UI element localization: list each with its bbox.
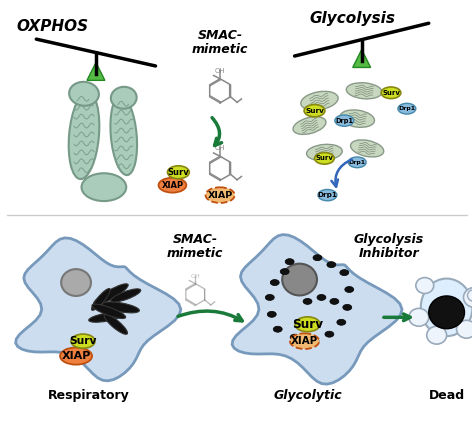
Text: mimetic: mimetic	[192, 43, 248, 56]
Ellipse shape	[351, 140, 384, 157]
Ellipse shape	[340, 110, 374, 127]
Text: XIAP: XIAP	[161, 181, 183, 190]
Text: Surv: Surv	[69, 336, 97, 346]
Ellipse shape	[295, 317, 320, 332]
Ellipse shape	[467, 290, 474, 301]
Ellipse shape	[293, 117, 326, 134]
Polygon shape	[16, 238, 181, 381]
Ellipse shape	[285, 259, 294, 265]
Ellipse shape	[280, 269, 289, 275]
Text: Surv: Surv	[382, 90, 400, 96]
Ellipse shape	[270, 279, 279, 285]
Ellipse shape	[427, 326, 447, 344]
Text: Surv: Surv	[292, 318, 323, 331]
Text: Drp1: Drp1	[335, 117, 353, 124]
Text: Respiratory: Respiratory	[48, 389, 130, 402]
Ellipse shape	[91, 289, 110, 310]
Ellipse shape	[60, 348, 92, 365]
Ellipse shape	[104, 314, 128, 334]
Ellipse shape	[206, 187, 235, 203]
Ellipse shape	[110, 96, 137, 175]
Text: Glycolytic: Glycolytic	[273, 389, 342, 402]
Ellipse shape	[421, 279, 473, 336]
Ellipse shape	[92, 304, 126, 318]
Ellipse shape	[464, 287, 474, 307]
Text: XIAP: XIAP	[291, 336, 318, 346]
Ellipse shape	[265, 294, 274, 301]
Ellipse shape	[111, 289, 141, 302]
Ellipse shape	[330, 298, 339, 304]
Ellipse shape	[71, 334, 95, 348]
Ellipse shape	[340, 270, 349, 276]
Ellipse shape	[61, 269, 91, 296]
Ellipse shape	[317, 294, 326, 301]
Text: mimetic: mimetic	[167, 247, 223, 260]
Text: Surv: Surv	[167, 168, 189, 177]
Ellipse shape	[429, 296, 465, 329]
Ellipse shape	[343, 304, 352, 310]
Ellipse shape	[325, 331, 334, 337]
Text: OH: OH	[215, 145, 225, 151]
Ellipse shape	[310, 338, 319, 344]
Ellipse shape	[89, 312, 123, 322]
Ellipse shape	[318, 190, 337, 201]
Ellipse shape	[381, 87, 401, 99]
Text: Drp1: Drp1	[318, 192, 337, 198]
Text: Glycolysis: Glycolysis	[354, 233, 424, 246]
Ellipse shape	[93, 284, 128, 305]
Text: Dead: Dead	[428, 389, 465, 402]
Ellipse shape	[315, 153, 334, 164]
Polygon shape	[232, 234, 402, 384]
Ellipse shape	[409, 308, 429, 326]
Ellipse shape	[348, 157, 366, 168]
Ellipse shape	[313, 255, 322, 261]
Text: Drp1: Drp1	[398, 106, 415, 111]
Ellipse shape	[345, 287, 354, 293]
Ellipse shape	[303, 298, 312, 304]
Ellipse shape	[267, 311, 276, 317]
Text: Glycolysis: Glycolysis	[310, 11, 395, 26]
Ellipse shape	[111, 87, 137, 109]
Ellipse shape	[307, 144, 342, 160]
Text: Surv: Surv	[305, 108, 324, 114]
Ellipse shape	[456, 320, 474, 338]
Ellipse shape	[273, 326, 282, 332]
Ellipse shape	[301, 91, 338, 110]
Ellipse shape	[69, 82, 99, 106]
Text: Drp1: Drp1	[349, 160, 366, 165]
Ellipse shape	[82, 173, 126, 201]
Ellipse shape	[337, 319, 346, 325]
Ellipse shape	[282, 264, 317, 296]
Ellipse shape	[158, 178, 186, 192]
Text: XIAP: XIAP	[61, 351, 91, 361]
Text: OH: OH	[215, 68, 225, 74]
Ellipse shape	[416, 278, 434, 293]
Ellipse shape	[398, 103, 416, 114]
Text: Surv: Surv	[316, 155, 333, 162]
Text: SMAC-: SMAC-	[173, 233, 218, 246]
Text: Inhibitor: Inhibitor	[359, 247, 419, 260]
Polygon shape	[353, 50, 371, 67]
Ellipse shape	[167, 166, 189, 179]
Ellipse shape	[327, 262, 336, 268]
Text: XIAP: XIAP	[208, 191, 233, 200]
Ellipse shape	[290, 334, 299, 340]
Text: OXPHOS: OXPHOS	[17, 19, 89, 34]
Ellipse shape	[102, 302, 139, 313]
Ellipse shape	[335, 115, 354, 126]
Ellipse shape	[69, 92, 100, 179]
Text: SMAC-: SMAC-	[198, 29, 243, 42]
Ellipse shape	[346, 83, 382, 99]
Ellipse shape	[304, 105, 325, 117]
Polygon shape	[87, 62, 105, 81]
Text: OH: OH	[191, 273, 200, 279]
Ellipse shape	[290, 333, 319, 349]
